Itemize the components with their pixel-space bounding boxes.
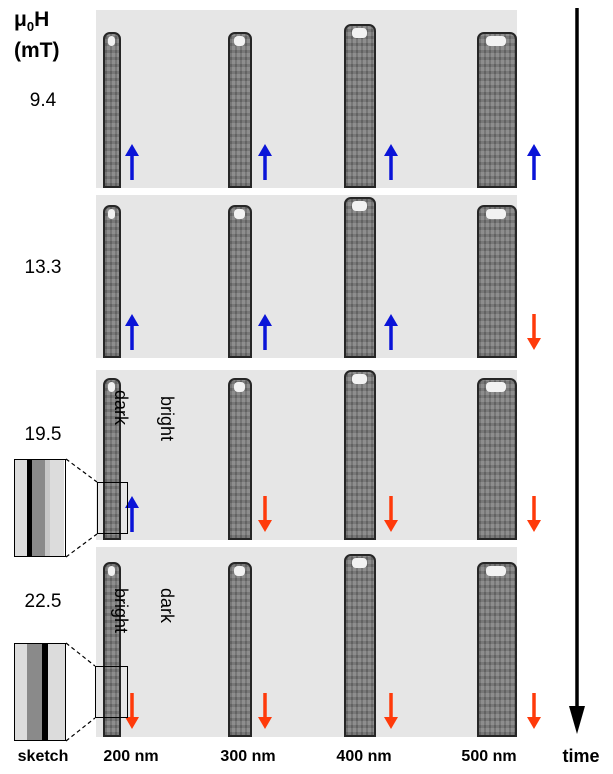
- nanowire-400nm-row1: [344, 24, 376, 188]
- nanowire-200nm-row4: [103, 562, 121, 737]
- time-arrow: [569, 8, 585, 734]
- nanowire-500nm-row1: [477, 32, 517, 188]
- magnetization-down-arrow-500nm-row4: [527, 693, 541, 729]
- width-label-400: 400 nm: [336, 748, 392, 765]
- zoom-box-row3: [97, 482, 128, 534]
- nanowire-400nm-row2: [344, 197, 376, 358]
- width-label-500: 500 nm: [461, 748, 517, 765]
- width-label-300: 300 nm: [220, 748, 276, 765]
- width-label-200: 200 nm: [103, 748, 159, 765]
- magnetization-up-arrow-400nm-row1: [384, 144, 398, 180]
- field-header: μ0H (mT): [14, 8, 60, 63]
- image-panel-row-1: [96, 10, 517, 188]
- magnetization-up-arrow-500nm-row1: [527, 144, 541, 180]
- magnetization-down-arrow-500nm-row2: [527, 314, 541, 350]
- nanowire-300nm-row2: [228, 205, 252, 358]
- nanowire-500nm-row2: [477, 205, 517, 358]
- magnetization-up-arrow-400nm-row2: [384, 314, 398, 350]
- field-unit: (mT): [14, 39, 60, 63]
- sketch-label: sketch: [17, 748, 69, 765]
- nanowire-500nm-row4: [477, 562, 517, 737]
- nanowire-500nm-row3: [477, 378, 517, 540]
- mu-subscript: 0: [26, 19, 35, 35]
- magnetization-up-arrow-200nm-row3: [125, 496, 139, 532]
- h-symbol: H: [34, 8, 50, 31]
- magnetization-down-arrow-200nm-row4: [125, 693, 139, 729]
- magnetization-down-arrow-300nm-row4: [258, 693, 272, 729]
- sketch-inset-row4: [14, 643, 66, 741]
- nanowire-400nm-row3: [344, 370, 376, 540]
- field-value-2: 13.3: [24, 257, 62, 278]
- mu-symbol: μ: [14, 8, 27, 31]
- nanowire-300nm-row3: [228, 378, 252, 540]
- field-value-1: 9.4: [29, 90, 57, 111]
- image-panel-row-4: [96, 547, 517, 737]
- time-label: time: [562, 746, 600, 766]
- magnetization-up-arrow-200nm-row1: [125, 144, 139, 180]
- sketch-inset-row3: [14, 459, 66, 557]
- nanowire-200nm-row3: [103, 378, 121, 540]
- nanowire-200nm-row2: [103, 205, 121, 358]
- nanowire-400nm-row4: [344, 554, 376, 737]
- magnetization-up-arrow-300nm-row1: [258, 144, 272, 180]
- magnetization-down-arrow-500nm-row3: [527, 496, 541, 532]
- field-value-3: 19.5: [24, 424, 62, 445]
- nanowire-300nm-row1: [228, 32, 252, 188]
- field-value-4: 22.5: [24, 591, 62, 612]
- magnetization-down-arrow-400nm-row3: [384, 496, 398, 532]
- nanowire-200nm-row1: [103, 32, 121, 188]
- nanowire-300nm-row4: [228, 562, 252, 737]
- magnetization-up-arrow-200nm-row2: [125, 314, 139, 350]
- magnetization-up-arrow-300nm-row2: [258, 314, 272, 350]
- image-panel-row-2: [96, 195, 517, 358]
- magnetization-down-arrow-300nm-row3: [258, 496, 272, 532]
- magnetization-down-arrow-400nm-row4: [384, 693, 398, 729]
- image-panel-row-3: [96, 370, 517, 540]
- zoom-box-row4: [95, 666, 128, 718]
